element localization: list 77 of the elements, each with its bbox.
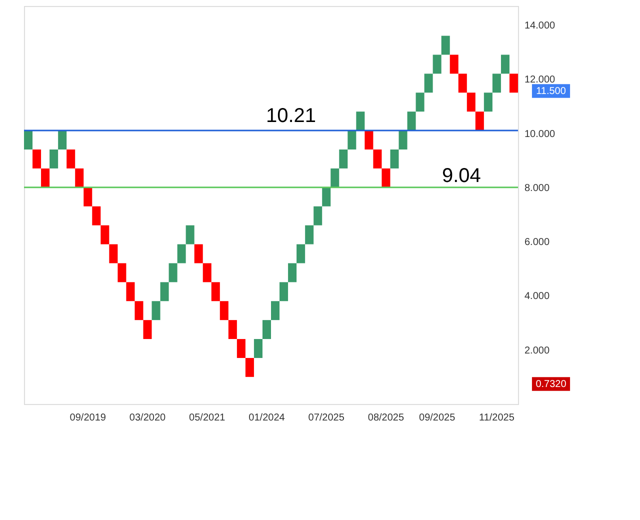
x-tick-label: 09/2019	[70, 412, 106, 424]
bar	[339, 149, 348, 168]
bar	[356, 112, 365, 131]
bar	[373, 149, 382, 168]
bar	[92, 206, 101, 226]
bar	[41, 168, 50, 188]
bar	[330, 168, 340, 188]
y-tick-label: 14.000	[524, 20, 556, 32]
bar	[314, 206, 322, 226]
x-tick-label: 07/2025	[308, 412, 345, 424]
bar	[288, 263, 297, 282]
bar	[390, 149, 399, 168]
bar	[322, 187, 331, 206]
bar	[66, 149, 76, 168]
bar	[475, 112, 484, 131]
bar	[109, 244, 118, 264]
text: 0.7320	[536, 379, 567, 390]
bar	[441, 36, 450, 55]
bar	[466, 92, 476, 112]
x-tick-label: 09/2025	[419, 412, 456, 424]
bar	[280, 282, 288, 302]
y-tick-label: 4.000	[524, 291, 550, 302]
bar	[382, 168, 390, 188]
bar	[152, 301, 160, 320]
text: 11.500	[536, 86, 566, 97]
bar	[458, 74, 467, 93]
y-tick-label: 8.000	[524, 182, 550, 194]
annotation: 10.21	[266, 105, 316, 127]
bar	[364, 130, 374, 150]
x-tick-label: 11/2025	[479, 412, 515, 424]
bar	[211, 282, 220, 302]
bar	[424, 74, 433, 93]
bar	[492, 74, 501, 93]
y-tick-label: 2.000	[524, 345, 550, 356]
bar	[75, 168, 84, 188]
y-tick-label: 12.000	[524, 74, 556, 86]
bar	[118, 263, 126, 282]
bar	[160, 282, 169, 302]
x-tick-label: 03/2020	[129, 412, 166, 424]
bar	[500, 54, 510, 74]
bar	[168, 263, 178, 282]
bar	[262, 320, 271, 340]
bar	[220, 301, 228, 320]
bar	[202, 263, 212, 282]
bar	[236, 339, 246, 358]
bar	[348, 130, 356, 150]
bar	[32, 149, 42, 168]
annotation: 9.04	[442, 165, 481, 187]
bar	[305, 225, 314, 244]
bar	[450, 54, 458, 74]
bar	[271, 301, 280, 320]
x-tick-label: 01/2024	[248, 412, 286, 424]
bar	[186, 225, 194, 244]
bar	[245, 358, 254, 377]
bar	[126, 282, 135, 302]
bar	[134, 301, 144, 320]
bar	[254, 339, 262, 358]
bar	[50, 149, 58, 168]
y-tick-label: 10.000	[524, 128, 556, 140]
bar	[228, 320, 237, 340]
bar	[416, 92, 424, 112]
x-tick-label: 08/2025	[368, 412, 404, 424]
bar	[84, 187, 92, 206]
bar	[24, 130, 33, 150]
bar	[177, 244, 186, 264]
bar	[509, 74, 518, 93]
bar	[100, 225, 110, 244]
y-tick-label: 6.000	[524, 237, 550, 248]
x-tick-label: 05/2021	[189, 412, 226, 424]
bar	[143, 320, 152, 340]
bar	[296, 244, 306, 264]
bar	[407, 112, 416, 131]
bar	[484, 92, 492, 112]
bar	[194, 244, 203, 264]
bar	[398, 130, 408, 150]
bar	[58, 130, 67, 150]
bar	[432, 54, 442, 74]
